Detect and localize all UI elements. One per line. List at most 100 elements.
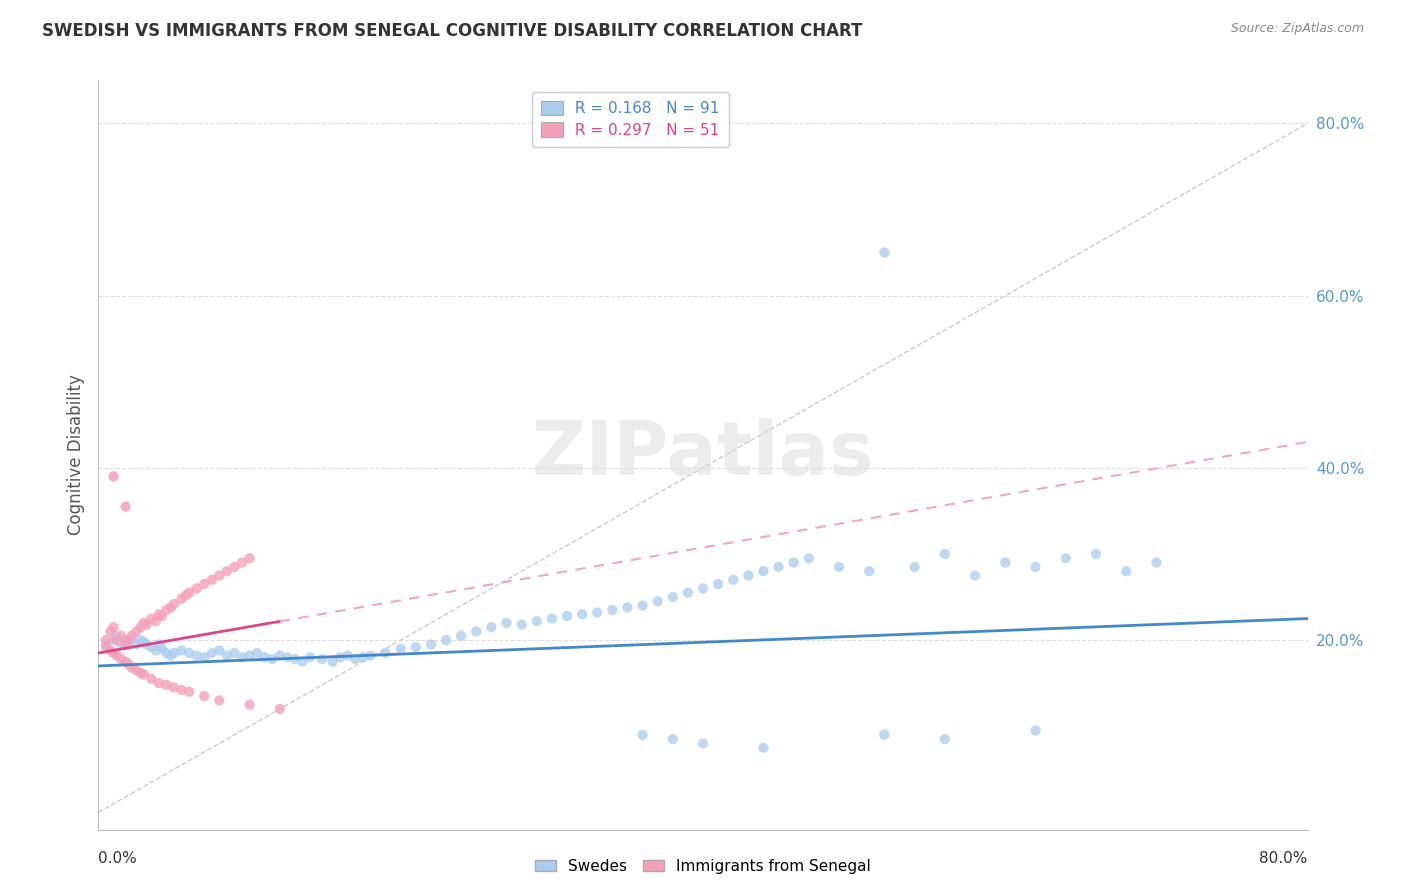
Point xyxy=(737,568,759,582)
Point xyxy=(510,617,533,632)
Point xyxy=(405,640,427,654)
Point xyxy=(215,564,238,578)
Point xyxy=(114,655,136,669)
Point xyxy=(170,643,193,657)
Point xyxy=(768,560,790,574)
Point xyxy=(155,646,177,660)
Point xyxy=(179,585,201,599)
Point xyxy=(114,633,136,648)
Point xyxy=(94,633,117,648)
Point xyxy=(110,629,132,643)
Point xyxy=(647,594,669,608)
Point xyxy=(148,676,170,690)
Point xyxy=(105,629,128,643)
Point xyxy=(1024,723,1046,738)
Point xyxy=(661,590,683,604)
Point xyxy=(103,469,125,483)
Point xyxy=(904,560,927,574)
Point xyxy=(163,646,186,660)
Point xyxy=(150,609,173,624)
Point xyxy=(262,652,284,666)
Point xyxy=(155,603,177,617)
Legend: Swedes, Immigrants from Senegal: Swedes, Immigrants from Senegal xyxy=(529,853,877,880)
Point xyxy=(163,681,186,695)
Point xyxy=(132,667,155,681)
Point xyxy=(555,609,578,624)
Point xyxy=(121,629,143,643)
Text: Source: ZipAtlas.com: Source: ZipAtlas.com xyxy=(1230,22,1364,36)
Point xyxy=(269,648,291,663)
Text: 0.0%: 0.0% xyxy=(98,851,138,866)
Point xyxy=(723,573,745,587)
Text: 80.0%: 80.0% xyxy=(1260,851,1308,866)
Point xyxy=(434,633,457,648)
Point xyxy=(934,547,956,561)
Point xyxy=(193,689,215,703)
Point xyxy=(103,633,125,648)
Point xyxy=(215,648,238,663)
Point xyxy=(269,702,291,716)
Point xyxy=(186,582,208,596)
Point xyxy=(322,655,344,669)
Point xyxy=(450,629,472,643)
Point xyxy=(118,657,141,672)
Point xyxy=(352,650,374,665)
Point xyxy=(661,732,683,747)
Point xyxy=(170,683,193,698)
Point xyxy=(208,568,231,582)
Point xyxy=(208,693,231,707)
Point xyxy=(299,650,322,665)
Point xyxy=(571,607,593,622)
Point xyxy=(186,648,208,663)
Point xyxy=(858,564,880,578)
Point xyxy=(481,620,503,634)
Point xyxy=(141,640,163,654)
Point xyxy=(374,646,396,660)
Point xyxy=(828,560,851,574)
Point xyxy=(114,500,136,514)
Point xyxy=(208,643,231,657)
Point xyxy=(155,678,177,692)
Point xyxy=(616,600,638,615)
Point xyxy=(145,643,167,657)
Point xyxy=(118,633,141,648)
Point xyxy=(344,652,367,666)
Point xyxy=(174,588,197,602)
Point xyxy=(105,633,128,648)
Point xyxy=(135,637,157,651)
Point xyxy=(291,655,314,669)
Point xyxy=(141,611,163,625)
Point xyxy=(148,607,170,622)
Point xyxy=(284,652,307,666)
Point xyxy=(253,650,276,665)
Point xyxy=(934,732,956,747)
Point xyxy=(160,648,183,663)
Point xyxy=(1144,556,1167,570)
Point xyxy=(631,728,654,742)
Point xyxy=(231,650,253,665)
Legend:  R = 0.168   N = 91,  R = 0.297   N = 51: R = 0.168 N = 91, R = 0.297 N = 51 xyxy=(531,92,728,147)
Point xyxy=(148,637,170,651)
Point xyxy=(129,665,152,680)
Point xyxy=(540,611,562,625)
Point xyxy=(420,637,443,651)
Point xyxy=(586,606,609,620)
Point xyxy=(129,633,152,648)
Point xyxy=(465,624,488,639)
Point xyxy=(676,585,699,599)
Point xyxy=(135,617,157,632)
Point xyxy=(141,672,163,686)
Text: SWEDISH VS IMMIGRANTS FROM SENEGAL COGNITIVE DISABILITY CORRELATION CHART: SWEDISH VS IMMIGRANTS FROM SENEGAL COGNI… xyxy=(42,22,862,40)
Text: ZIPatlas: ZIPatlas xyxy=(531,418,875,491)
Point xyxy=(103,646,125,660)
Point xyxy=(132,635,155,649)
Point xyxy=(246,646,269,660)
Point xyxy=(526,614,548,628)
Point xyxy=(103,620,125,634)
Point xyxy=(389,641,412,656)
Point xyxy=(994,556,1017,570)
Point xyxy=(231,556,253,570)
Point xyxy=(873,245,896,260)
Point xyxy=(224,646,246,660)
Point xyxy=(129,620,152,634)
